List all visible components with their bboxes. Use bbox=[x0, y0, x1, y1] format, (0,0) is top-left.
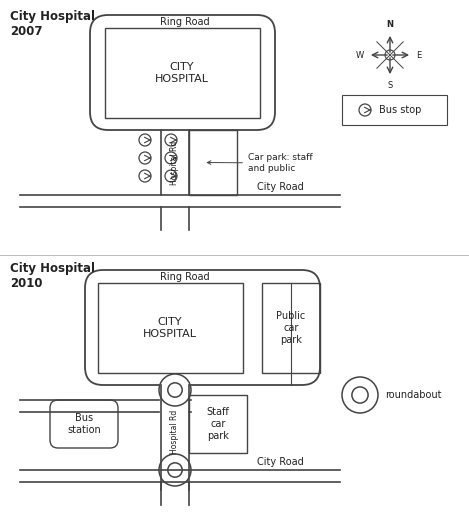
Text: roundabout: roundabout bbox=[385, 390, 441, 400]
Circle shape bbox=[165, 170, 177, 182]
Text: Bus
station: Bus station bbox=[67, 413, 101, 435]
Circle shape bbox=[168, 463, 182, 477]
Circle shape bbox=[139, 152, 151, 164]
Text: S: S bbox=[387, 81, 393, 90]
Circle shape bbox=[139, 134, 151, 146]
Circle shape bbox=[352, 387, 368, 403]
Circle shape bbox=[342, 377, 378, 413]
Circle shape bbox=[165, 134, 177, 146]
Text: Staff
car
park: Staff car park bbox=[207, 408, 229, 441]
Text: CITY
HOSPITAL: CITY HOSPITAL bbox=[143, 317, 197, 339]
Bar bbox=[189, 130, 237, 195]
Text: Ring Road: Ring Road bbox=[160, 17, 210, 27]
Circle shape bbox=[139, 170, 151, 182]
Text: City Hospital
2010: City Hospital 2010 bbox=[10, 262, 95, 290]
Text: Ring Road: Ring Road bbox=[160, 272, 210, 282]
Text: CITY
HOSPITAL: CITY HOSPITAL bbox=[155, 62, 209, 84]
Text: City Road: City Road bbox=[257, 457, 303, 467]
Bar bbox=[189, 395, 247, 453]
Text: Car park: staff
and public: Car park: staff and public bbox=[207, 153, 313, 173]
Circle shape bbox=[159, 374, 191, 406]
Text: W: W bbox=[356, 51, 364, 59]
Text: Hospital Rd: Hospital Rd bbox=[171, 410, 180, 454]
Bar bbox=[98, 283, 243, 373]
Text: N: N bbox=[386, 20, 393, 29]
Text: Public
car
park: Public car park bbox=[276, 311, 306, 345]
Circle shape bbox=[165, 152, 177, 164]
Circle shape bbox=[359, 104, 371, 116]
Text: Hospital Rd: Hospital Rd bbox=[171, 141, 180, 185]
Text: Bus stop: Bus stop bbox=[379, 105, 421, 115]
Circle shape bbox=[168, 383, 182, 397]
Circle shape bbox=[159, 454, 191, 486]
Text: E: E bbox=[416, 51, 421, 59]
Bar bbox=[105, 28, 260, 118]
Bar bbox=[342, 95, 447, 125]
Circle shape bbox=[385, 50, 395, 60]
Text: City Road: City Road bbox=[257, 182, 303, 192]
Text: City Hospital
2007: City Hospital 2007 bbox=[10, 10, 95, 38]
Bar bbox=[262, 283, 320, 373]
